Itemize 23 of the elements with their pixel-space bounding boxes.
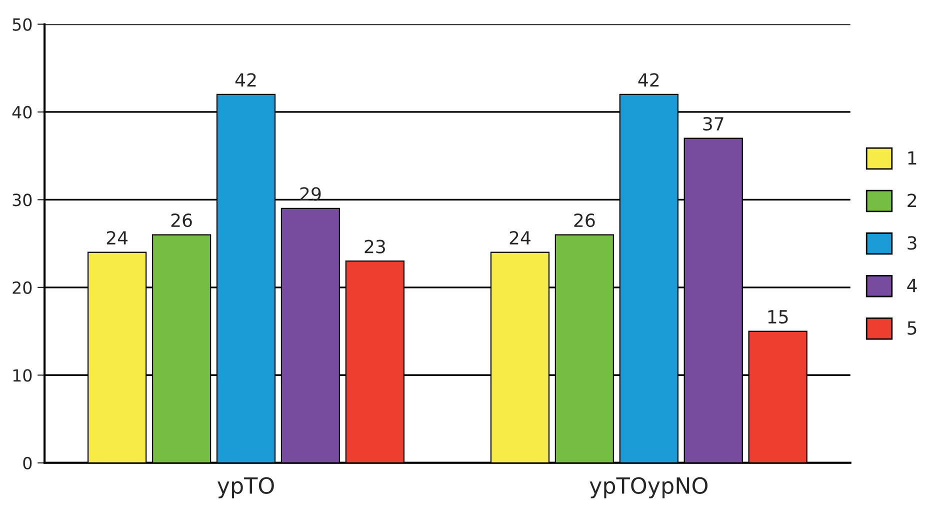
y-tick-label: 40 (12, 106, 32, 119)
data-label: 23 (364, 240, 385, 254)
data-label: 29 (300, 187, 321, 201)
data-label: 24 (510, 231, 530, 244)
data-label: 42 (235, 73, 256, 87)
data-label: 15 (768, 310, 788, 324)
data-label: 24 (106, 231, 128, 244)
x-tick-label: ypTO (218, 477, 274, 498)
y-tick-label: 0 (23, 456, 32, 470)
data-label: 26 (171, 213, 192, 228)
legend-label: 4 (907, 278, 917, 292)
y-tick-label: 50 (12, 18, 32, 31)
legend-label: 1 (908, 151, 916, 165)
data-label: 42 (638, 73, 659, 87)
y-tick-label: 30 (12, 194, 32, 206)
y-tick-label: 20 (12, 281, 32, 294)
data-label: 37 (703, 116, 724, 131)
data-label: 26 (574, 213, 595, 228)
x-tick-label: ypTOypNO (590, 477, 708, 498)
legend-label: 3 (908, 236, 916, 250)
legend-label: 5 (908, 321, 916, 335)
legend-label: 2 (908, 194, 916, 208)
y-tick-label: 10 (13, 369, 32, 382)
